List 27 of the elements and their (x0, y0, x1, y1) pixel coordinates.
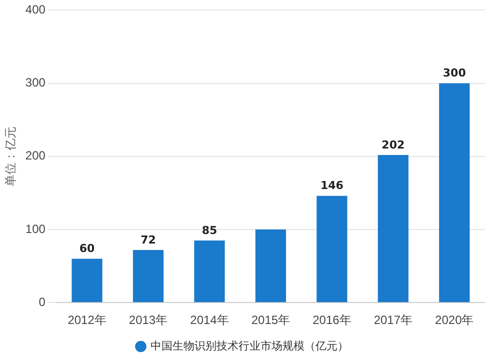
bar (72, 258, 102, 302)
bar (439, 83, 470, 302)
y-tick-label: 400 (25, 2, 46, 17)
x-tick-label: 2016年 (312, 313, 352, 328)
x-tick-label: 2013年 (128, 313, 168, 328)
y-tick-label: 300 (25, 76, 46, 90)
bar (255, 230, 286, 302)
data-label: 202 (382, 138, 405, 152)
y-tick-label: 200 (25, 148, 46, 163)
bar (132, 250, 164, 302)
x-tick-label: 2012年 (68, 313, 106, 328)
data-label: 300 (442, 66, 466, 80)
x-tick-label: 2014年 (190, 313, 229, 328)
data-label: 72 (140, 233, 156, 246)
bar (316, 196, 348, 302)
data-label: 146 (320, 179, 344, 192)
data-label: 85 (202, 224, 218, 237)
x-tick-label: 2015年 (251, 313, 290, 328)
legend-label: 中国生物识别技术行业市场规模（亿元） (150, 340, 348, 353)
y-axis-title: 单位：亿元 (4, 126, 18, 186)
bar (194, 240, 225, 302)
x-tick-label: 2020年 (435, 313, 474, 328)
y-tick-label: 100 (25, 222, 46, 236)
y-tick-label: 0 (38, 294, 46, 309)
bar (378, 154, 408, 302)
data-label: 60 (79, 242, 96, 256)
x-tick-label: 2017年 (374, 313, 413, 328)
